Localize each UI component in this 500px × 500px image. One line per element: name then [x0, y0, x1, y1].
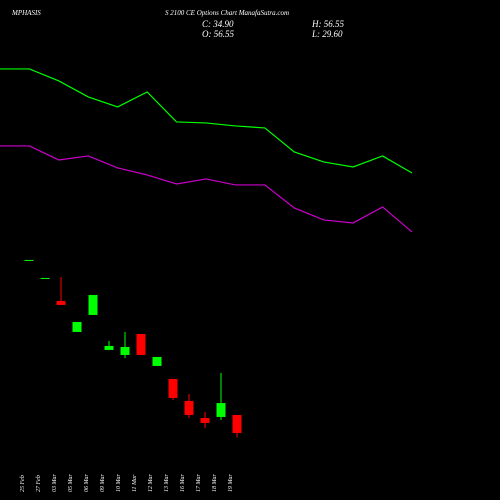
candle-body: [88, 294, 98, 315]
candle-body: [40, 277, 50, 279]
x-tick-label: 13 Mar: [164, 474, 170, 492]
x-tick-label: 18 Mar: [212, 474, 218, 492]
candle-body: [200, 417, 210, 423]
candle-body: [184, 400, 194, 415]
candle-body: [168, 378, 178, 398]
candle-body: [120, 346, 130, 355]
candle-body: [216, 403, 226, 417]
candle-body: [72, 321, 82, 332]
x-tick-label: 25 Feb: [20, 475, 26, 492]
x-tick-label: 10 Mar: [116, 474, 122, 492]
candle-body: [136, 333, 146, 355]
x-tick-label: 17 Mar: [196, 474, 202, 492]
x-tick-label: 03 Mar: [52, 474, 58, 492]
x-tick-label: 06 Mar: [84, 474, 90, 492]
candle-body: [104, 345, 114, 350]
x-tick-label: 27 Feb: [36, 475, 42, 492]
candle-body: [152, 356, 162, 366]
x-tick-label: 11 Mar: [132, 474, 138, 492]
chart-title: MPHASIS: [11, 9, 41, 17]
summary-high: H: 56.55: [311, 19, 344, 29]
chart-subtitle: S 2100 CE Options Chart ManafaSutra.com: [165, 9, 289, 17]
x-tick-label: 09 Mar: [100, 474, 106, 492]
line: [0, 68, 413, 174]
x-tick-label: 16 Mar: [180, 474, 186, 492]
candle-body: [232, 415, 242, 434]
summary-open: O: 56.55: [202, 29, 234, 39]
line: [0, 145, 413, 233]
summary-low: L: 29.60: [311, 29, 343, 39]
candle-body: [56, 300, 66, 305]
x-tick-label: 12 Mar: [148, 474, 154, 492]
x-tick-label: 19 Mar: [228, 474, 234, 492]
candle-body: [24, 259, 34, 261]
x-tick-label: 05 Mar: [68, 474, 74, 492]
summary-close: C: 34.90: [202, 19, 234, 29]
